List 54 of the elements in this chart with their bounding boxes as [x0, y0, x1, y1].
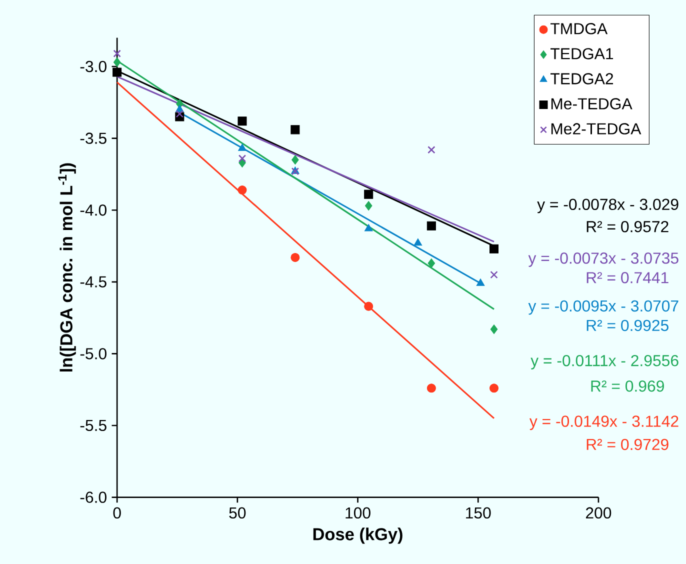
- point: [364, 302, 374, 311]
- y-tick-label: -4.5: [80, 276, 106, 288]
- legend-label: TMDGA: [550, 23, 608, 34]
- x-tick-label: 50: [229, 507, 246, 519]
- y-tick-label: -5.0: [80, 348, 106, 360]
- annotation: y = -0.0149x - 3.1142: [529, 416, 678, 430]
- legend-label: Me-TEDGA: [551, 98, 632, 110]
- point: [290, 125, 300, 134]
- x-tick-label: 200: [586, 507, 612, 519]
- annotation: y = -0.0078x - 3.029: [537, 198, 678, 214]
- x-axis-title: Dose (kGy): [313, 528, 402, 544]
- point: [238, 154, 246, 162]
- point: [364, 190, 374, 199]
- point: [292, 155, 299, 165]
- x-tick-label: 100: [346, 507, 370, 519]
- point: [489, 244, 499, 254]
- point: [364, 201, 372, 211]
- x-tick-label: 0: [113, 507, 121, 519]
- point: [112, 68, 122, 77]
- point: [428, 146, 436, 154]
- point: [113, 50, 121, 58]
- point: [490, 324, 498, 334]
- point: [290, 253, 300, 262]
- point: [426, 221, 436, 230]
- legend-label: TEDGA2: [550, 73, 614, 84]
- annotation: R² = 0.7441: [586, 272, 668, 284]
- y-tick-label: -3.5: [80, 132, 106, 144]
- y-tick-label: -4.0: [80, 204, 106, 216]
- annotation: R² = 0.9572: [586, 221, 668, 232]
- annotation: y = -0.0095x - 3.0707: [528, 300, 678, 315]
- point: [489, 384, 499, 393]
- y-tick-label: -6.0: [80, 492, 106, 503]
- point: [238, 116, 247, 126]
- y-axis-title: ln([DGA conc. in mol L$^{-1}$]): [58, 163, 76, 372]
- point: [113, 57, 121, 68]
- annotation: R² = 0.9729: [586, 438, 668, 450]
- point: [238, 144, 246, 151]
- annotation: y = -0.0111x - 2.9556: [530, 355, 678, 370]
- point: [414, 238, 422, 246]
- legend-label: TEDGA1: [550, 48, 614, 60]
- point: [476, 278, 485, 286]
- y-tick-label: -5.5: [80, 420, 106, 432]
- point: [490, 270, 498, 279]
- point: [364, 224, 373, 232]
- point: [428, 258, 436, 268]
- annotation: y = -0.0073x - 3.0735: [528, 252, 678, 267]
- point: [426, 384, 436, 393]
- y-tick-label: -3.0: [80, 60, 106, 72]
- point: [238, 186, 247, 195]
- legend-label: Me2-TEDGA: [551, 123, 642, 134]
- point: [176, 110, 184, 118]
- x-tick-label: 150: [466, 507, 491, 519]
- annotation: R² = 0.9925: [586, 320, 668, 332]
- annotation: R² = 0.969: [591, 380, 664, 392]
